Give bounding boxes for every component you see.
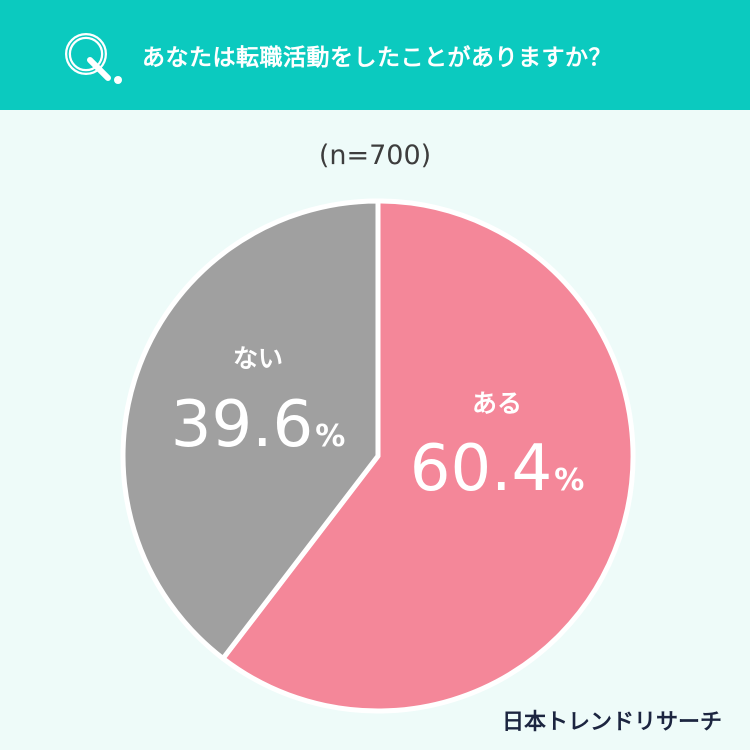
pie-slice-aru: [220, 198, 636, 714]
slice-value-aru: 60.4%: [410, 432, 585, 506]
slice-label-aru: ある: [472, 389, 522, 418]
pie-slice-nai: [120, 198, 381, 661]
question-header: あなたは転職活動をしたことがありますか？: [0, 0, 750, 110]
brand-logo: 日本トレンドリサーチ: [501, 710, 722, 735]
slice-label-nai: ない: [233, 344, 283, 373]
question-q-icon: [65, 33, 122, 84]
slice-value-nai: 39.6%: [171, 388, 346, 462]
question-text: あなたは転職活動をしたことがありますか？: [142, 45, 612, 71]
sample-size: (n=700): [318, 140, 432, 171]
